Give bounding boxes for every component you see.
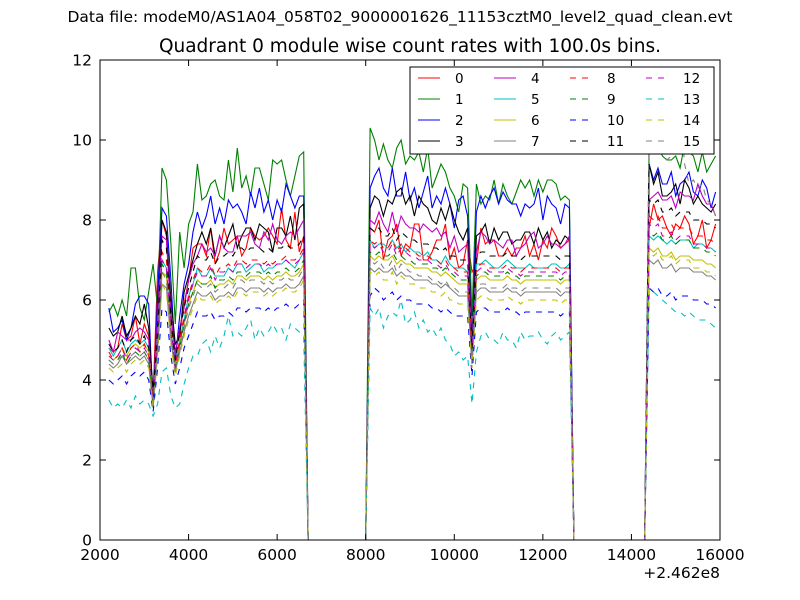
x-offset-label: +2.462e8 [643,564,720,582]
legend-label: 3 [455,134,464,150]
legend-box [409,66,715,155]
legend-label: 12 [683,71,700,87]
legend-label: 8 [607,71,616,87]
legend-label: 1 [455,92,464,108]
series-line-1 [108,127,717,541]
legend-label: 7 [531,134,540,150]
series-line-10 [108,286,716,541]
series-line-15 [108,99,717,541]
series-line-7 [108,258,716,541]
legend-label: 5 [531,92,540,108]
legend-label: 9 [607,92,616,108]
legend-label: 15 [683,134,700,150]
chart-title: Quadrant 0 module wise count rates with … [158,36,662,57]
y-tick-label: 4 [82,372,92,390]
x-tick-label: 10000 [430,546,479,564]
x-tick-label: 2000 [80,546,119,564]
series-line-0 [108,203,717,541]
y-tick-label: 8 [82,212,92,230]
series-line-2 [108,163,717,541]
figure-suptitle: Data file: modeM0/AS1A04_058T02_90000016… [67,8,733,26]
series-line-13 [108,286,716,541]
x-tick-label: 6000 [257,546,296,564]
legend-label: 11 [607,134,624,150]
legend-label: 6 [531,113,540,129]
y-tick-label: 2 [82,452,92,470]
plot-lines [108,99,717,541]
y-tick-label: 10 [72,132,92,150]
legend-label: 14 [683,113,700,129]
series-line-14 [108,250,716,541]
legend-label: 13 [683,92,700,108]
x-tick-label: 8000 [346,546,385,564]
y-tick-label: 12 [72,52,92,70]
legend-label: 4 [531,71,540,87]
legend-label: 0 [455,71,464,87]
y-tick-label: 0 [82,532,92,550]
legend-label: 2 [455,113,464,129]
x-tick-label: 12000 [518,546,567,564]
x-tick-label: 4000 [169,546,208,564]
legend-label: 10 [607,113,624,129]
x-tick-label: 16000 [695,546,744,564]
series-line-11 [108,198,716,541]
series-line-6 [108,246,716,541]
axis-ticks: 2000 4000 6000 8000 10000 12000 14000 16000+2.4… [72,52,744,583]
x-tick-label: 14000 [607,546,656,564]
series-line-8 [108,214,716,541]
y-tick-label: 6 [82,292,92,310]
